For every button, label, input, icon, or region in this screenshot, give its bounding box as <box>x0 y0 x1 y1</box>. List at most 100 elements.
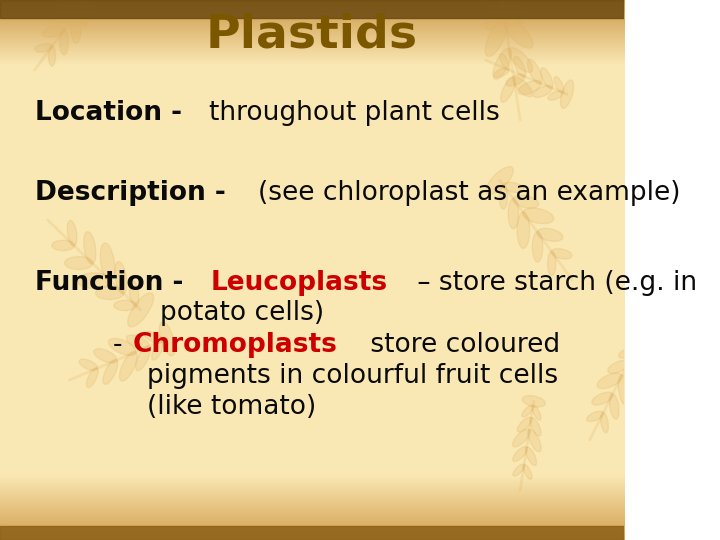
Ellipse shape <box>500 77 516 102</box>
Ellipse shape <box>84 232 96 264</box>
Ellipse shape <box>513 429 530 447</box>
Text: – store starch (e.g. in: – store starch (e.g. in <box>409 270 697 296</box>
Ellipse shape <box>42 26 65 37</box>
Bar <box>0 526 624 540</box>
Ellipse shape <box>632 349 640 369</box>
Ellipse shape <box>50 9 76 22</box>
Ellipse shape <box>533 86 552 98</box>
Ellipse shape <box>508 198 518 229</box>
Ellipse shape <box>508 48 533 72</box>
Ellipse shape <box>513 447 527 462</box>
Ellipse shape <box>135 346 150 370</box>
Ellipse shape <box>35 43 53 52</box>
Ellipse shape <box>493 48 511 79</box>
Ellipse shape <box>71 12 81 43</box>
Ellipse shape <box>554 77 564 93</box>
Ellipse shape <box>517 417 532 432</box>
Text: store coloured: store coloured <box>362 332 560 358</box>
Ellipse shape <box>513 195 539 208</box>
Ellipse shape <box>499 185 508 209</box>
Ellipse shape <box>513 77 533 97</box>
Ellipse shape <box>624 335 650 355</box>
Ellipse shape <box>159 322 175 356</box>
Ellipse shape <box>618 348 635 358</box>
Ellipse shape <box>547 251 556 275</box>
Ellipse shape <box>597 373 622 389</box>
Ellipse shape <box>89 0 96 10</box>
Ellipse shape <box>52 240 74 251</box>
Ellipse shape <box>500 53 510 70</box>
Ellipse shape <box>506 74 525 86</box>
Ellipse shape <box>560 80 574 109</box>
Ellipse shape <box>65 256 93 269</box>
Ellipse shape <box>532 232 543 262</box>
Ellipse shape <box>129 280 139 306</box>
Text: Chromoplasts: Chromoplasts <box>132 332 338 358</box>
Ellipse shape <box>144 332 163 343</box>
Text: Plastids: Plastids <box>206 12 418 57</box>
Ellipse shape <box>523 208 554 224</box>
Ellipse shape <box>485 19 508 56</box>
Ellipse shape <box>609 394 619 419</box>
Ellipse shape <box>626 362 635 387</box>
Ellipse shape <box>48 46 55 66</box>
Ellipse shape <box>103 360 118 384</box>
Text: Description -: Description - <box>35 180 235 206</box>
Ellipse shape <box>100 243 115 282</box>
Ellipse shape <box>120 351 138 381</box>
Ellipse shape <box>503 182 523 193</box>
Ellipse shape <box>109 339 136 355</box>
Ellipse shape <box>587 411 603 422</box>
Ellipse shape <box>523 464 532 480</box>
Ellipse shape <box>600 413 608 433</box>
Text: Function -: Function - <box>35 270 192 296</box>
Ellipse shape <box>63 0 85 9</box>
Ellipse shape <box>522 405 534 417</box>
Ellipse shape <box>513 464 525 476</box>
Ellipse shape <box>552 248 572 259</box>
Ellipse shape <box>513 56 526 77</box>
Ellipse shape <box>608 360 629 373</box>
Ellipse shape <box>114 261 127 294</box>
Ellipse shape <box>548 91 563 100</box>
Ellipse shape <box>486 166 513 194</box>
Ellipse shape <box>527 59 542 84</box>
Ellipse shape <box>537 228 563 241</box>
Text: throughout plant cells: throughout plant cells <box>210 100 500 126</box>
Ellipse shape <box>592 392 613 405</box>
Ellipse shape <box>86 368 99 388</box>
Ellipse shape <box>94 349 117 363</box>
Bar <box>0 0 624 18</box>
Ellipse shape <box>67 220 77 246</box>
Ellipse shape <box>503 18 533 48</box>
Ellipse shape <box>522 396 545 407</box>
Text: (see chloroplast as an example): (see chloroplast as an example) <box>258 180 681 206</box>
Ellipse shape <box>518 80 541 94</box>
Ellipse shape <box>485 0 500 4</box>
Ellipse shape <box>485 0 504 30</box>
Ellipse shape <box>494 68 509 77</box>
Ellipse shape <box>114 300 137 310</box>
Ellipse shape <box>127 293 153 327</box>
Text: (like tomato): (like tomato) <box>148 394 317 420</box>
Ellipse shape <box>77 273 111 288</box>
Ellipse shape <box>126 335 149 349</box>
Ellipse shape <box>500 0 525 23</box>
Text: pigments in colourful fruit cells: pigments in colourful fruit cells <box>148 363 559 389</box>
Text: Leucoplasts: Leucoplasts <box>211 270 388 296</box>
Text: potato cells): potato cells) <box>161 300 325 326</box>
Ellipse shape <box>618 375 630 406</box>
Ellipse shape <box>152 340 163 360</box>
Ellipse shape <box>96 287 124 300</box>
Ellipse shape <box>60 29 68 55</box>
Ellipse shape <box>517 212 530 248</box>
Ellipse shape <box>79 359 97 370</box>
Ellipse shape <box>530 417 541 436</box>
Ellipse shape <box>526 447 536 465</box>
Text: -: - <box>113 332 130 358</box>
Ellipse shape <box>528 429 541 452</box>
Ellipse shape <box>541 68 553 89</box>
Ellipse shape <box>80 1 89 26</box>
Text: Location -: Location - <box>35 100 191 126</box>
Ellipse shape <box>532 406 541 420</box>
